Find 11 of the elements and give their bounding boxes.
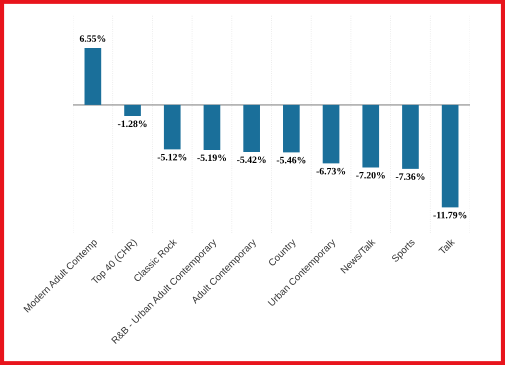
data-label: -11.79% [433,212,466,218]
data-label: -7.20% [356,172,385,179]
data-label: -6.73% [316,168,346,174]
data-label: -5.42% [237,156,266,164]
x-tick-label: Talk [438,238,456,255]
data-label: -5.12% [158,154,186,160]
data-label: -7.36% [396,173,425,180]
data-label: 6.55% [80,35,106,42]
data-label: -5.46% [276,156,306,164]
data-label: -1.28% [118,120,147,128]
data-label: -5.19% [197,154,226,162]
